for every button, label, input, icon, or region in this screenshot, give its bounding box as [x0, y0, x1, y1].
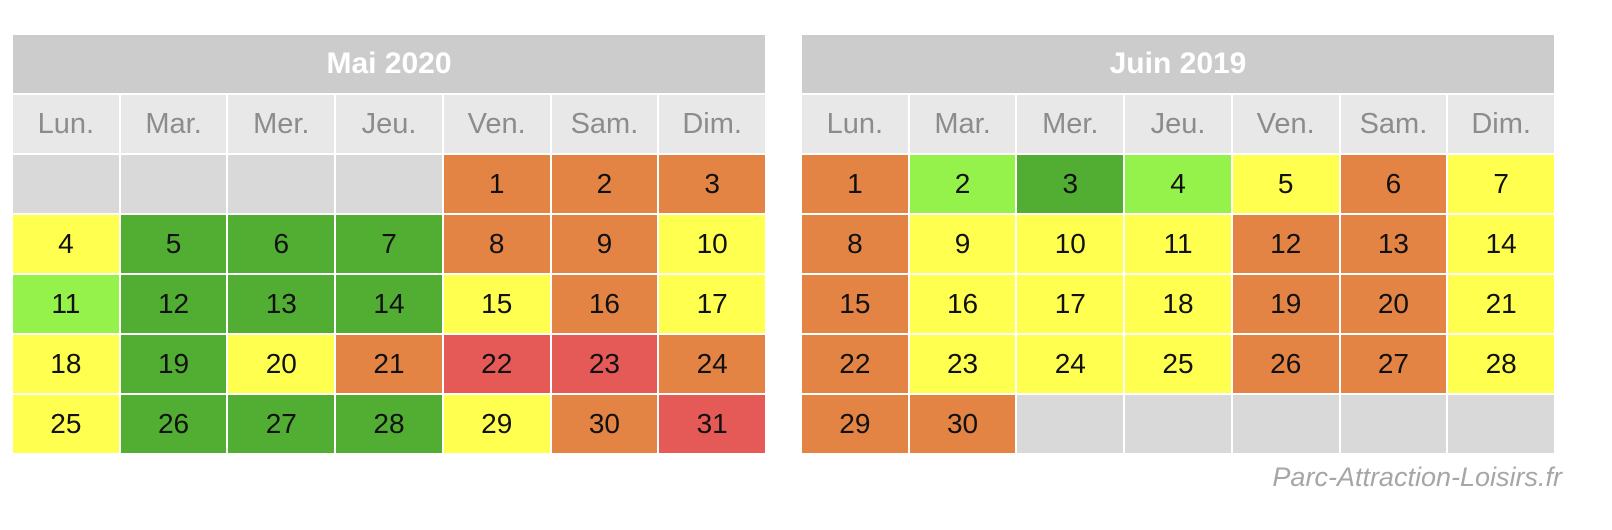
- day-cell: 21: [1448, 275, 1554, 333]
- weekday-header: Mar.: [909, 95, 1016, 153]
- day-cell: 13: [228, 275, 335, 333]
- day-cell: 18: [1125, 275, 1231, 333]
- day-cell: 11: [1125, 215, 1231, 273]
- weekday-header: Ven.: [1232, 95, 1339, 153]
- site-watermark: Parc-Attraction-Loisirs.fr: [1272, 462, 1562, 492]
- empty-day-cell: [1125, 395, 1231, 453]
- weekday-header: Lun.: [13, 95, 119, 153]
- day-cell: 9: [909, 215, 1016, 273]
- day-cell: 4: [13, 215, 119, 273]
- day-cell: 24: [659, 335, 765, 393]
- weekday-header: Dim.: [659, 95, 765, 153]
- day-cell: 6: [1340, 155, 1447, 213]
- calendar-grid: Lun. Mar. Mer. Jeu. Ven. Sam. Dim. 1 2 3 4 5 6 7 8 9 10 1…: [13, 93, 765, 453]
- empty-day-cell: [1017, 395, 1124, 453]
- day-cell: 12: [1232, 215, 1339, 273]
- day-cell: 18: [13, 335, 119, 393]
- day-cell: 3: [659, 155, 765, 213]
- day-cell: 28: [336, 395, 442, 453]
- day-cell: 10: [659, 215, 765, 273]
- weekday-header: Ven.: [443, 95, 550, 153]
- day-cell: 2: [551, 155, 658, 213]
- day-cell: 17: [659, 275, 765, 333]
- day-cell: 21: [336, 335, 442, 393]
- weekday-header: Mar.: [120, 95, 227, 153]
- calendar-title: Mai 2020: [13, 35, 765, 93]
- day-cell: 15: [443, 275, 550, 333]
- day-cell: 20: [228, 335, 335, 393]
- day-cell: 17: [1017, 275, 1124, 333]
- empty-day-cell: [1232, 395, 1339, 453]
- day-cell: 30: [909, 395, 1016, 453]
- day-cell: 4: [1125, 155, 1231, 213]
- day-cell: 22: [443, 335, 550, 393]
- empty-day-cell: [1340, 395, 1447, 453]
- calendar-title: Juin 2019: [802, 35, 1554, 93]
- day-cell: 16: [909, 275, 1016, 333]
- day-cell: 27: [228, 395, 335, 453]
- day-cell: 25: [13, 395, 119, 453]
- day-cell: 9: [551, 215, 658, 273]
- day-cell: 8: [802, 215, 908, 273]
- day-cell: 19: [120, 335, 227, 393]
- empty-day-cell: [13, 155, 119, 213]
- calendar-mai-2020: Mai 2020 Lun. Mar. Mer. Jeu. Ven. Sam. Dim. 1 2 3…: [13, 35, 765, 453]
- day-cell: 29: [443, 395, 550, 453]
- day-cell: 30: [551, 395, 658, 453]
- day-cell: 16: [551, 275, 658, 333]
- weekday-header: Jeu.: [1125, 95, 1231, 153]
- empty-day-cell: [228, 155, 335, 213]
- day-cell: 14: [336, 275, 442, 333]
- day-cell: 12: [120, 275, 227, 333]
- day-cell: 22: [802, 335, 908, 393]
- weekday-header: Jeu.: [336, 95, 442, 153]
- day-cell: 23: [909, 335, 1016, 393]
- day-cell: 7: [336, 215, 442, 273]
- day-cell: 2: [909, 155, 1016, 213]
- weekday-header: Sam.: [551, 95, 658, 153]
- day-cell: 14: [1448, 215, 1554, 273]
- day-cell: 10: [1017, 215, 1124, 273]
- day-cell: 27: [1340, 335, 1447, 393]
- day-cell: 26: [1232, 335, 1339, 393]
- weekday-header: Mer.: [1017, 95, 1124, 153]
- day-cell: 8: [443, 215, 550, 273]
- day-cell: 1: [443, 155, 550, 213]
- empty-day-cell: [120, 155, 227, 213]
- day-cell: 24: [1017, 335, 1124, 393]
- weekday-header: Dim.: [1448, 95, 1554, 153]
- weekday-header: Sam.: [1340, 95, 1447, 153]
- day-cell: 26: [120, 395, 227, 453]
- day-cell: 13: [1340, 215, 1447, 273]
- day-cell: 23: [551, 335, 658, 393]
- calendar-grid: Lun. Mar. Mer. Jeu. Ven. Sam. Dim. 1 2 3 4 5 6 7 8 9 10 1…: [802, 93, 1554, 453]
- day-cell: 31: [659, 395, 765, 453]
- empty-day-cell: [336, 155, 442, 213]
- empty-day-cell: [1448, 395, 1554, 453]
- day-cell: 1: [802, 155, 908, 213]
- day-cell: 5: [120, 215, 227, 273]
- day-cell: 5: [1232, 155, 1339, 213]
- weekday-header: Lun.: [802, 95, 908, 153]
- day-cell: 28: [1448, 335, 1554, 393]
- day-cell: 3: [1017, 155, 1124, 213]
- day-cell: 25: [1125, 335, 1231, 393]
- day-cell: 19: [1232, 275, 1339, 333]
- day-cell: 15: [802, 275, 908, 333]
- day-cell: 6: [228, 215, 335, 273]
- day-cell: 11: [13, 275, 119, 333]
- weekday-header: Mer.: [228, 95, 335, 153]
- calendar-juin-2019: Juin 2019 Lun. Mar. Mer. Jeu. Ven. Sam. Dim. 1 2…: [802, 35, 1554, 453]
- day-cell: 20: [1340, 275, 1447, 333]
- day-cell: 7: [1448, 155, 1554, 213]
- day-cell: 29: [802, 395, 908, 453]
